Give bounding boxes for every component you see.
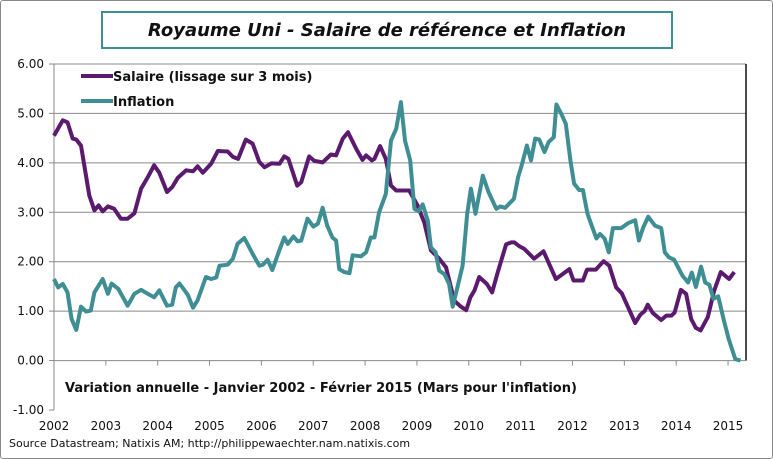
y-axis: 6.00 5.00 4.00 3.00 2.00 1.00 0.00 -1.00 <box>13 57 55 417</box>
y-tick-label: 5.00 <box>17 106 44 120</box>
x-tick-label: 2009 <box>402 419 433 433</box>
series-lines <box>52 100 742 363</box>
x-tick-label: 2011 <box>505 419 536 433</box>
legend-label-salaire: Salaire (lissage sur 3 mois) <box>113 70 312 85</box>
x-tick-label: 2012 <box>557 419 588 433</box>
y-tick-label: 6.00 <box>17 57 44 71</box>
y-tick-label: -1.00 <box>13 403 44 417</box>
y-tick-label: 2.00 <box>17 255 44 269</box>
legend: Salaire (lissage sur 3 mois) Inflation <box>81 70 312 110</box>
x-tick-label: 2005 <box>194 419 225 433</box>
x-tick-label: 2007 <box>298 419 329 433</box>
x-tick-label: 2008 <box>350 419 381 433</box>
series-line-inflation <box>52 100 742 363</box>
x-tick-label: 2002 <box>39 419 70 433</box>
y-tick-label: 3.00 <box>17 205 44 219</box>
title-box: Royaume Uni - Salaire de référence et In… <box>101 11 673 49</box>
x-tick-label: 2013 <box>609 419 640 433</box>
x-tick-label: 2015 <box>713 419 744 433</box>
chart-title: Royaume Uni - Salaire de référence et In… <box>147 19 627 41</box>
y-tick-label: 1.00 <box>17 304 44 318</box>
x-tick-label: 2004 <box>142 419 173 433</box>
chart-annotation: Variation annuelle - Janvier 2002 - Févr… <box>65 381 577 396</box>
series-line-salaire <box>52 118 736 333</box>
x-tick-label: 2010 <box>454 419 485 433</box>
x-axis: 2002 2003 2004 2005 2006 2007 2008 2009 2010 2011… <box>39 360 746 433</box>
y-tick-label: 4.00 <box>17 156 44 170</box>
x-tick-label: 2006 <box>246 419 277 433</box>
x-tick-label: 2014 <box>661 419 692 433</box>
legend-label-inflation: Inflation <box>113 95 174 110</box>
source-note: Source Datastream; Natixis AM; http://ph… <box>9 437 411 450</box>
y-tick-label: 0.00 <box>17 354 44 368</box>
x-tick-label: 2003 <box>91 419 122 433</box>
